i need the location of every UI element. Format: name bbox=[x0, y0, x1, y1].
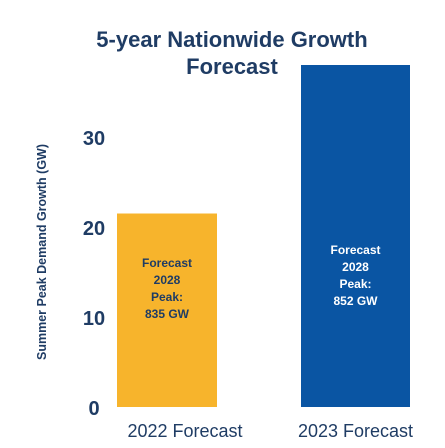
x-tick-label: 2023 Forecast bbox=[298, 421, 413, 441]
y-tick-label: 20 bbox=[83, 218, 105, 240]
y-tick-label: 10 bbox=[83, 308, 105, 330]
chart-title-line-1: 5-year Nationwide Growth bbox=[96, 27, 367, 52]
bar-label-line: Peak: bbox=[339, 277, 371, 291]
bar-label-line: 835 GW bbox=[145, 307, 190, 321]
y-axis-ticks: 0 10 20 30 bbox=[83, 128, 105, 420]
y-axis-label: Summer Peak Demand Growth (GW) bbox=[35, 144, 49, 360]
chart-title-line-2: Forecast bbox=[186, 54, 278, 79]
y-tick-label: 0 bbox=[88, 398, 99, 420]
y-tick-label: 30 bbox=[83, 128, 105, 150]
bar-label-line: 2028 bbox=[154, 273, 181, 287]
bar-label-line: Forecast bbox=[142, 256, 192, 270]
bar-label-line: Forecast bbox=[330, 243, 380, 257]
bars-group: Forecast 2028 Peak: 835 GW Forecast 2028 Peak:… bbox=[117, 65, 410, 407]
bar-2022-forecast bbox=[117, 213, 217, 407]
x-tick-label: 2022 Forecast bbox=[127, 421, 242, 441]
bar-label-line: 852 GW bbox=[333, 294, 378, 308]
bar-label-line: 2028 bbox=[342, 260, 369, 274]
x-axis-ticks: 2022 Forecast 2023 Forecast bbox=[127, 421, 413, 441]
bar-label-line: Peak: bbox=[151, 290, 183, 304]
bar-2023-forecast bbox=[301, 65, 410, 407]
